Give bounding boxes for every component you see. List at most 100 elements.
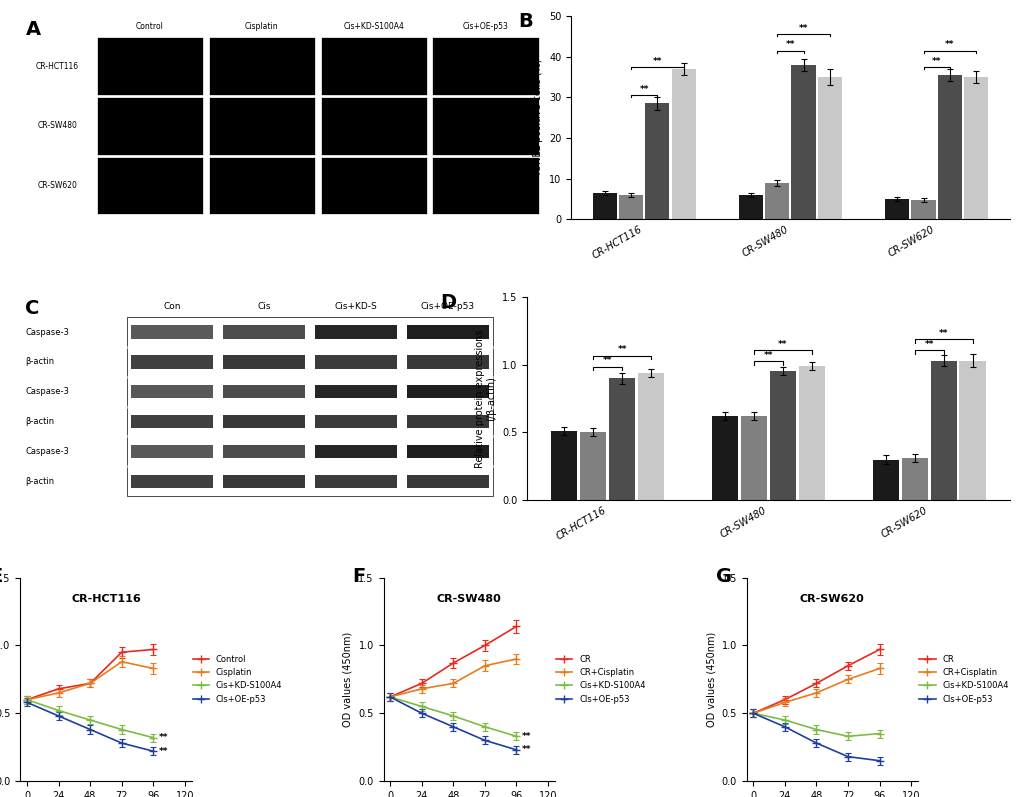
Bar [432,37,538,95]
Y-axis label: OD values (450nm): OD values (450nm) [705,632,715,727]
Bar [223,474,305,488]
Text: Cisplatin: Cisplatin [245,22,278,30]
Bar [131,445,213,458]
Bar [901,458,927,501]
Text: Caspase-3: Caspase-3 [25,447,69,456]
Legend: CR, CR+Cisplatin, Cis+KD-S100A4, CIs+OE-p53: CR, CR+Cisplatin, Cis+KD-S100A4, CIs+OE-… [552,652,648,707]
Text: **: ** [785,41,795,49]
Text: F: F [353,567,366,587]
Legend: Control, Cisplatin, Cis+KD-S100A4, CIs+OE-p53: Control, Cisplatin, Cis+KD-S100A4, CIs+O… [190,652,285,707]
Bar [791,65,815,219]
Bar [320,37,427,95]
Bar [871,460,899,501]
Bar [97,157,203,214]
Bar [131,355,213,368]
Bar [608,378,635,501]
Text: B: B [518,12,533,31]
Bar [209,97,315,155]
Bar [223,325,305,339]
Text: Control: Control [136,22,164,30]
Text: **: ** [522,745,531,754]
Text: CR-SW620: CR-SW620 [799,594,864,604]
Text: β-actin: β-actin [25,357,54,367]
Y-axis label: TUNEL positive cells (%): TUNEL positive cells (%) [533,58,543,177]
Bar [817,77,842,219]
Bar [131,415,213,428]
Text: Con: Con [163,302,181,312]
Text: C: C [25,299,40,318]
Bar [223,445,305,458]
Bar [131,385,213,398]
Text: **: ** [923,340,933,349]
Bar [637,373,663,501]
Text: **: ** [945,41,954,49]
Bar [315,474,396,488]
Bar [550,431,577,501]
Text: **: ** [159,747,168,756]
Bar [769,371,796,501]
Text: **: ** [798,24,807,33]
Bar [738,195,762,219]
Text: CR-HCT116: CR-HCT116 [71,594,141,604]
Bar [740,416,766,501]
Text: **: ** [938,329,948,338]
Text: Caspase-3: Caspase-3 [25,328,69,336]
Text: CR-SW620: CR-SW620 [38,181,77,190]
Bar [315,415,396,428]
Text: Cis+OE-p53: Cis+OE-p53 [463,22,508,30]
Text: **: ** [522,732,531,740]
Text: **: ** [763,351,772,359]
Bar [432,157,538,214]
Y-axis label: OD values (450nm): OD values (450nm) [342,632,353,727]
Bar [223,355,305,368]
Text: **: ** [931,57,941,65]
Text: Caspase-3: Caspase-3 [25,387,69,396]
Bar [315,355,396,368]
Y-axis label: Relative protein expressions
(/β-actin): Relative protein expressions (/β-actin) [475,329,496,468]
Bar [711,416,738,501]
Text: **: ** [652,57,661,65]
Bar [131,325,213,339]
Bar [579,433,606,501]
Bar [320,157,427,214]
Text: Cis+KD-S: Cis+KD-S [334,302,377,312]
Text: **: ** [159,733,168,742]
Bar [911,200,934,219]
Text: G: G [715,567,732,587]
Bar [407,474,488,488]
Bar [798,366,824,501]
Bar [929,360,956,501]
Text: Cis+KD-S100A4: Cis+KD-S100A4 [343,22,404,30]
Bar [936,75,961,219]
Bar [209,37,315,95]
Bar [645,104,668,219]
Text: E: E [0,567,3,587]
Text: **: ** [616,345,627,355]
Bar [884,199,908,219]
Bar [315,385,396,398]
Bar [764,183,789,219]
Bar [97,97,203,155]
Bar [315,445,396,458]
Text: A: A [25,20,41,39]
Bar [432,97,538,155]
Bar [407,355,488,368]
Bar [223,385,305,398]
Bar [209,157,315,214]
Bar [126,317,493,497]
Text: **: ** [777,340,787,349]
Bar [407,325,488,339]
Bar [671,69,695,219]
Bar [407,385,488,398]
Bar [223,415,305,428]
Text: Cis: Cis [257,302,271,312]
Bar [97,37,203,95]
Text: D: D [440,292,455,312]
Bar [131,474,213,488]
Bar [315,325,396,339]
Legend: CR, CR+Cisplatin, Cis+KD-S100A4, CIs+OE-p53: CR, CR+Cisplatin, Cis+KD-S100A4, CIs+OE-… [915,652,1011,707]
Text: Cis+OE-p53: Cis+OE-p53 [420,302,474,312]
Bar [407,415,488,428]
Bar [592,193,616,219]
Text: β-actin: β-actin [25,477,54,485]
